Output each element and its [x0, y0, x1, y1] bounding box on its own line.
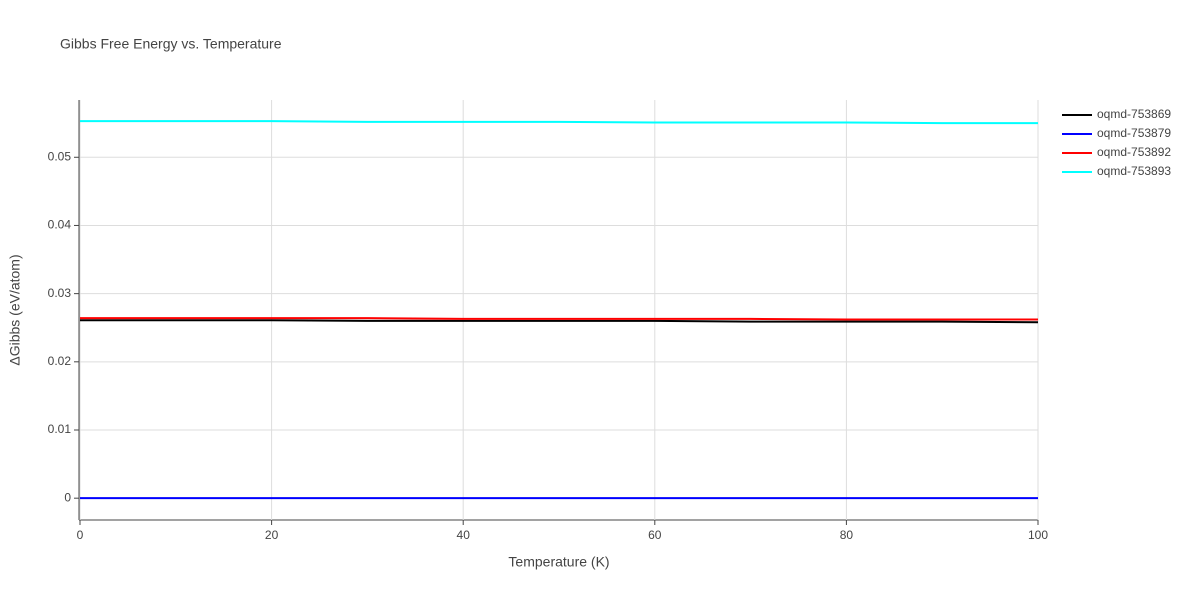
- legend-label: oqmd-753869: [1097, 107, 1171, 121]
- y-tick-label: 0.03: [48, 286, 72, 300]
- y-tick-label: 0: [64, 490, 71, 504]
- series-line: [80, 319, 1039, 324]
- y-tick-label: 0.05: [48, 149, 72, 163]
- x-tick-label: 20: [265, 528, 279, 542]
- y-tick-label: 0.02: [48, 354, 72, 368]
- x-tick-label: 60: [648, 528, 662, 542]
- x-axis-title: Temperature (K): [508, 554, 609, 570]
- legend-label: oqmd-753893: [1097, 164, 1171, 178]
- legend-label: oqmd-753879: [1097, 126, 1171, 140]
- x-tick-label: 100: [1028, 528, 1048, 542]
- series-line: [80, 317, 1038, 321]
- y-tick-label: 0.04: [48, 218, 72, 232]
- y-axis-title: ΔGibbs (eV/atom): [7, 254, 23, 365]
- x-tick-label: 40: [457, 528, 471, 542]
- x-tick-label: 0: [77, 528, 84, 542]
- series-line: [80, 120, 1038, 125]
- legend-label: oqmd-753892: [1097, 145, 1171, 159]
- chart-title: Gibbs Free Energy vs. Temperature: [60, 36, 282, 52]
- x-tick-label: 80: [840, 528, 854, 542]
- y-tick-label: 0.01: [48, 422, 72, 436]
